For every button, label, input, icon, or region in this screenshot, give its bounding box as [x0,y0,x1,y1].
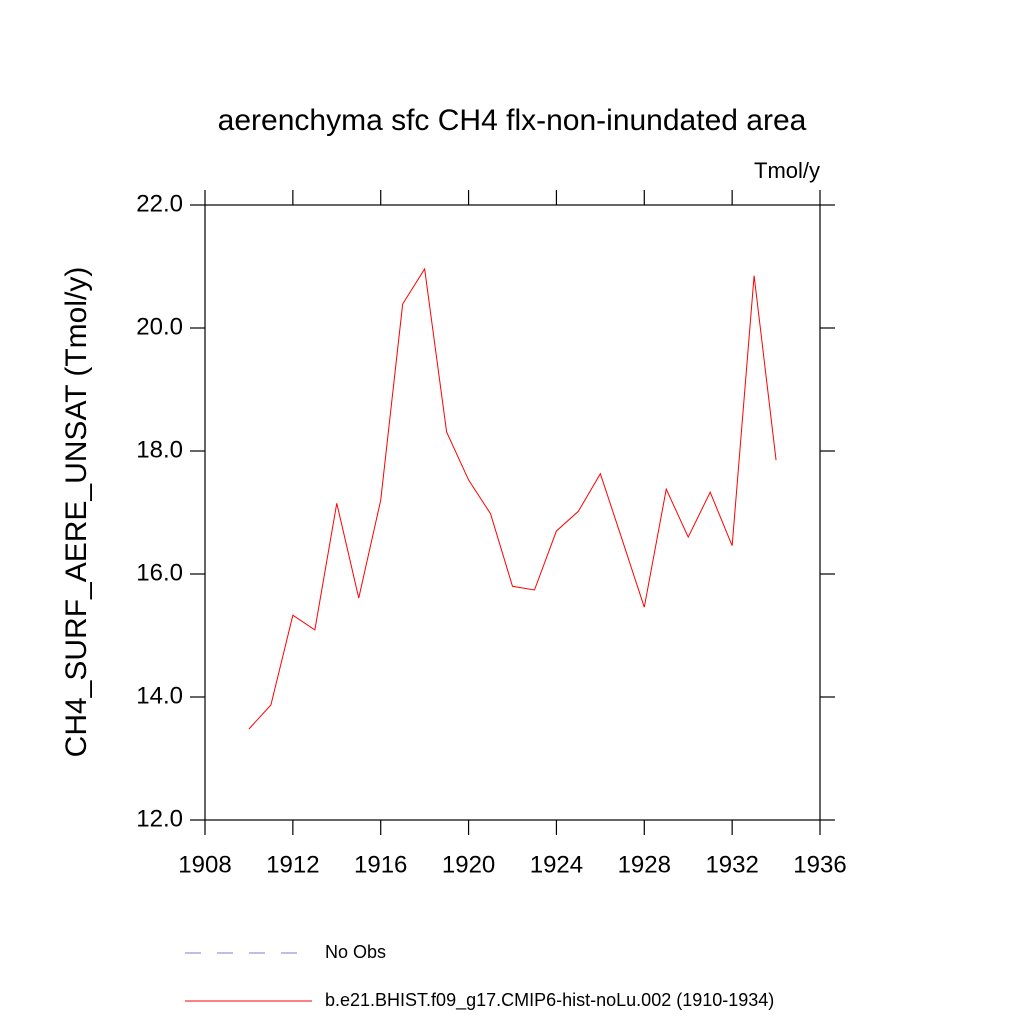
x-tick-label: 1936 [793,851,846,878]
chart-title: aerenchyma sfc CH4 flx-non-inundated are… [218,104,807,137]
y-tick-label: 20.0 [136,313,183,340]
y-tick-label: 16.0 [136,559,183,586]
x-tick-label: 1928 [618,851,671,878]
y-tick-label: 14.0 [136,682,183,709]
y-tick-label: 12.0 [136,805,183,832]
units-label: Tmol/y [754,158,820,183]
legend-label: No Obs [325,942,386,962]
plot-frame [204,204,821,821]
x-tick-label: 1924 [530,851,583,878]
x-tick-label: 1932 [705,851,758,878]
x-tick-label: 1920 [442,851,495,878]
x-tick-label: 1912 [266,851,319,878]
data-line [248,267,777,730]
y-tick-label: 18.0 [136,436,183,463]
x-tick-label: 1916 [354,851,407,878]
legend-label: b.e21.BHIST.f09_g17.CMIP6-hist-noLu.002 … [325,990,774,1011]
x-tick-label: 1908 [178,851,231,878]
y-tick-label: 22.0 [136,190,183,217]
y-axis-label: CH4_SURF_AERE_UNSAT (Tmol/y) [60,267,93,758]
